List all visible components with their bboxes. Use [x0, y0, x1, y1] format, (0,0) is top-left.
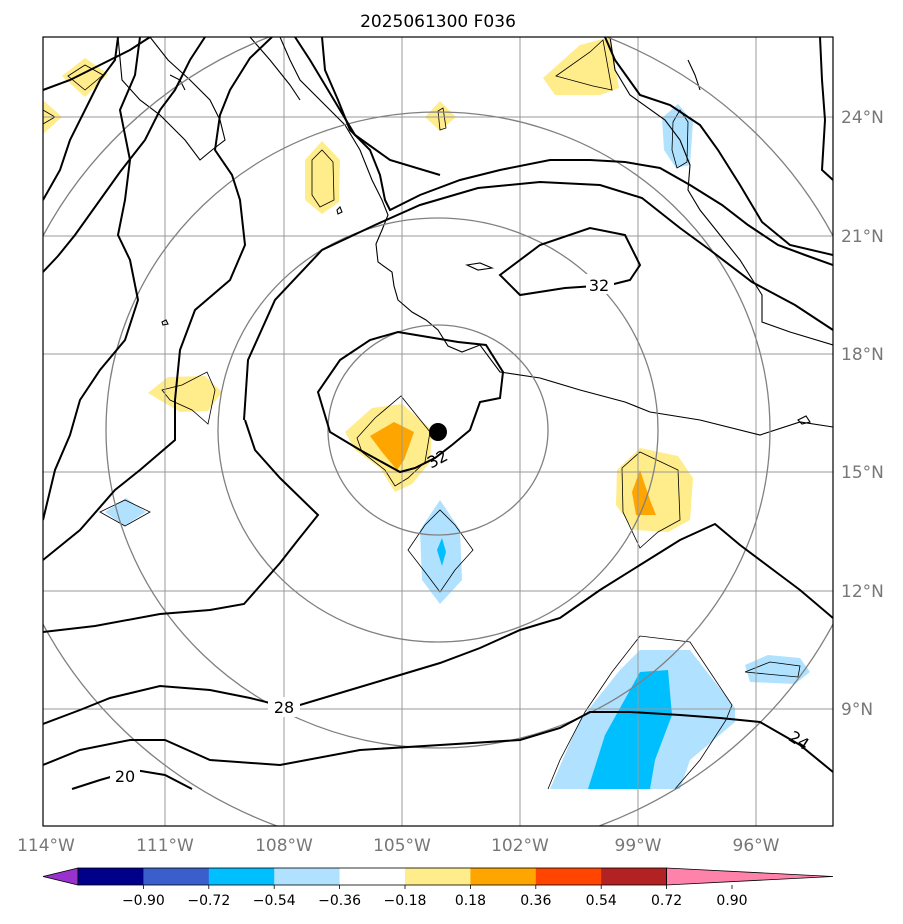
anomaly-outline [555, 39, 613, 91]
colorbar-segment [208, 868, 275, 885]
colorbar-segment [143, 868, 210, 885]
negative-anomaly-core [437, 538, 446, 566]
longitude-labels: 114°W 111°W 108°W 105°W 102°W 99°W 96°W [17, 836, 780, 856]
colorbar-frame [77, 867, 667, 886]
colorbar-label: 0.72 [651, 893, 682, 909]
anomaly-outline [161, 371, 216, 425]
anomaly-outline [671, 109, 689, 169]
contour-label: 24 [785, 727, 812, 754]
positive-anomaly-core [370, 422, 414, 470]
colorbar-label: −0.54 [253, 893, 296, 909]
colorbar-label: −0.90 [122, 893, 165, 909]
lon-label: 102°W [491, 836, 549, 856]
contour-label: 28 [274, 698, 294, 717]
colorbar-extend-high [666, 867, 834, 886]
colorbar-label: −0.18 [384, 893, 427, 909]
contour-28 [43, 522, 833, 725]
colorbar-extend-low [42, 867, 79, 886]
colorbar-segment [470, 868, 537, 885]
range-ring [327, 324, 549, 536]
lon-label: 99°W [615, 836, 662, 856]
contour-outer [604, 37, 833, 256]
coastline-mainland [279, 37, 833, 436]
contour-label: 32 [589, 276, 609, 295]
contour-32-outer [243, 180, 833, 421]
coastline-detail [249, 37, 301, 101]
colorbar-segment [339, 868, 406, 885]
positive-anomaly-region [305, 141, 340, 214]
range-ring [217, 217, 659, 643]
island [336, 206, 343, 215]
lat-label: 12°N [841, 582, 884, 602]
negative-anomaly-region [105, 498, 146, 526]
coastline-gulf [609, 37, 833, 346]
anomaly-outline [547, 635, 733, 790]
negative-anomaly-core [588, 670, 672, 789]
storm-center-marker [429, 423, 447, 441]
anomaly-outline [311, 149, 335, 208]
map-frame [42, 36, 834, 827]
anomaly-outline [99, 499, 151, 527]
contour-32-east [498, 226, 642, 297]
lon-label: 114°W [17, 836, 75, 856]
negative-anomaly-region [745, 655, 810, 684]
anomaly-outline [356, 395, 431, 487]
colorbar-label: −0.36 [318, 893, 361, 909]
shaded-anomalies [43, 37, 810, 789]
map-title: 2025061300 F036 [360, 12, 516, 32]
lat-label: 18°N [841, 345, 884, 365]
colorbar-segment [535, 868, 602, 885]
lon-label: 108°W [255, 836, 313, 856]
map-area: 32 32 28 24 20 [43, 37, 833, 826]
colorbar-label: 0.18 [455, 893, 486, 909]
contour-outer [819, 37, 833, 181]
lat-label: 24°N [841, 108, 884, 128]
lat-label: 15°N [841, 463, 884, 483]
colorbar-segment [601, 868, 667, 885]
range-ring [105, 111, 771, 749]
lat-label: 21°N [841, 227, 884, 247]
lon-label: 111°W [136, 836, 194, 856]
lon-label: 96°W [733, 836, 780, 856]
contour-32-inner [316, 330, 505, 474]
positive-anomaly-region [543, 37, 619, 95]
contour-outer [43, 37, 119, 201]
lat-label: 9°N [841, 700, 873, 720]
anomaly-outline [744, 661, 801, 678]
contour-26 [43, 711, 833, 773]
colorbar: −0.90 −0.72 −0.54 −0.36 −0.18 0.18 0.36 0.54 0.7… [42, 867, 834, 909]
colorbar-label: 0.36 [520, 893, 551, 909]
contour-outer [43, 37, 273, 561]
lon-label: 105°W [373, 836, 431, 856]
colorbar-label: −0.72 [187, 893, 230, 909]
colorbar-label: 0.54 [586, 893, 617, 909]
main-contours [43, 37, 833, 790]
colorbar-segment [274, 868, 340, 885]
island [465, 262, 495, 271]
contour-outer [294, 37, 441, 176]
contour-outer [43, 419, 320, 633]
coastline-baja [117, 37, 226, 161]
range-rings [43, 37, 833, 826]
colorbar-segment [405, 868, 471, 885]
island [797, 415, 811, 425]
anomaly-outline [621, 451, 681, 549]
anomaly-outline [407, 509, 474, 593]
positive-anomaly-region [616, 448, 693, 532]
contour-outer [43, 37, 141, 521]
latitude-labels: 24°N 21°N 18°N 15°N 12°N 9°N [841, 108, 884, 720]
island [161, 319, 169, 326]
positive-anomaly-region [425, 101, 456, 131]
contour-label: 20 [115, 767, 135, 786]
contour-outer [43, 37, 206, 273]
contour-outer [43, 37, 151, 91]
colorbar-label: 0.90 [716, 893, 747, 909]
anomaly-outline [437, 107, 447, 131]
colorbar-segment [78, 868, 144, 885]
positive-anomaly-region [148, 376, 222, 412]
